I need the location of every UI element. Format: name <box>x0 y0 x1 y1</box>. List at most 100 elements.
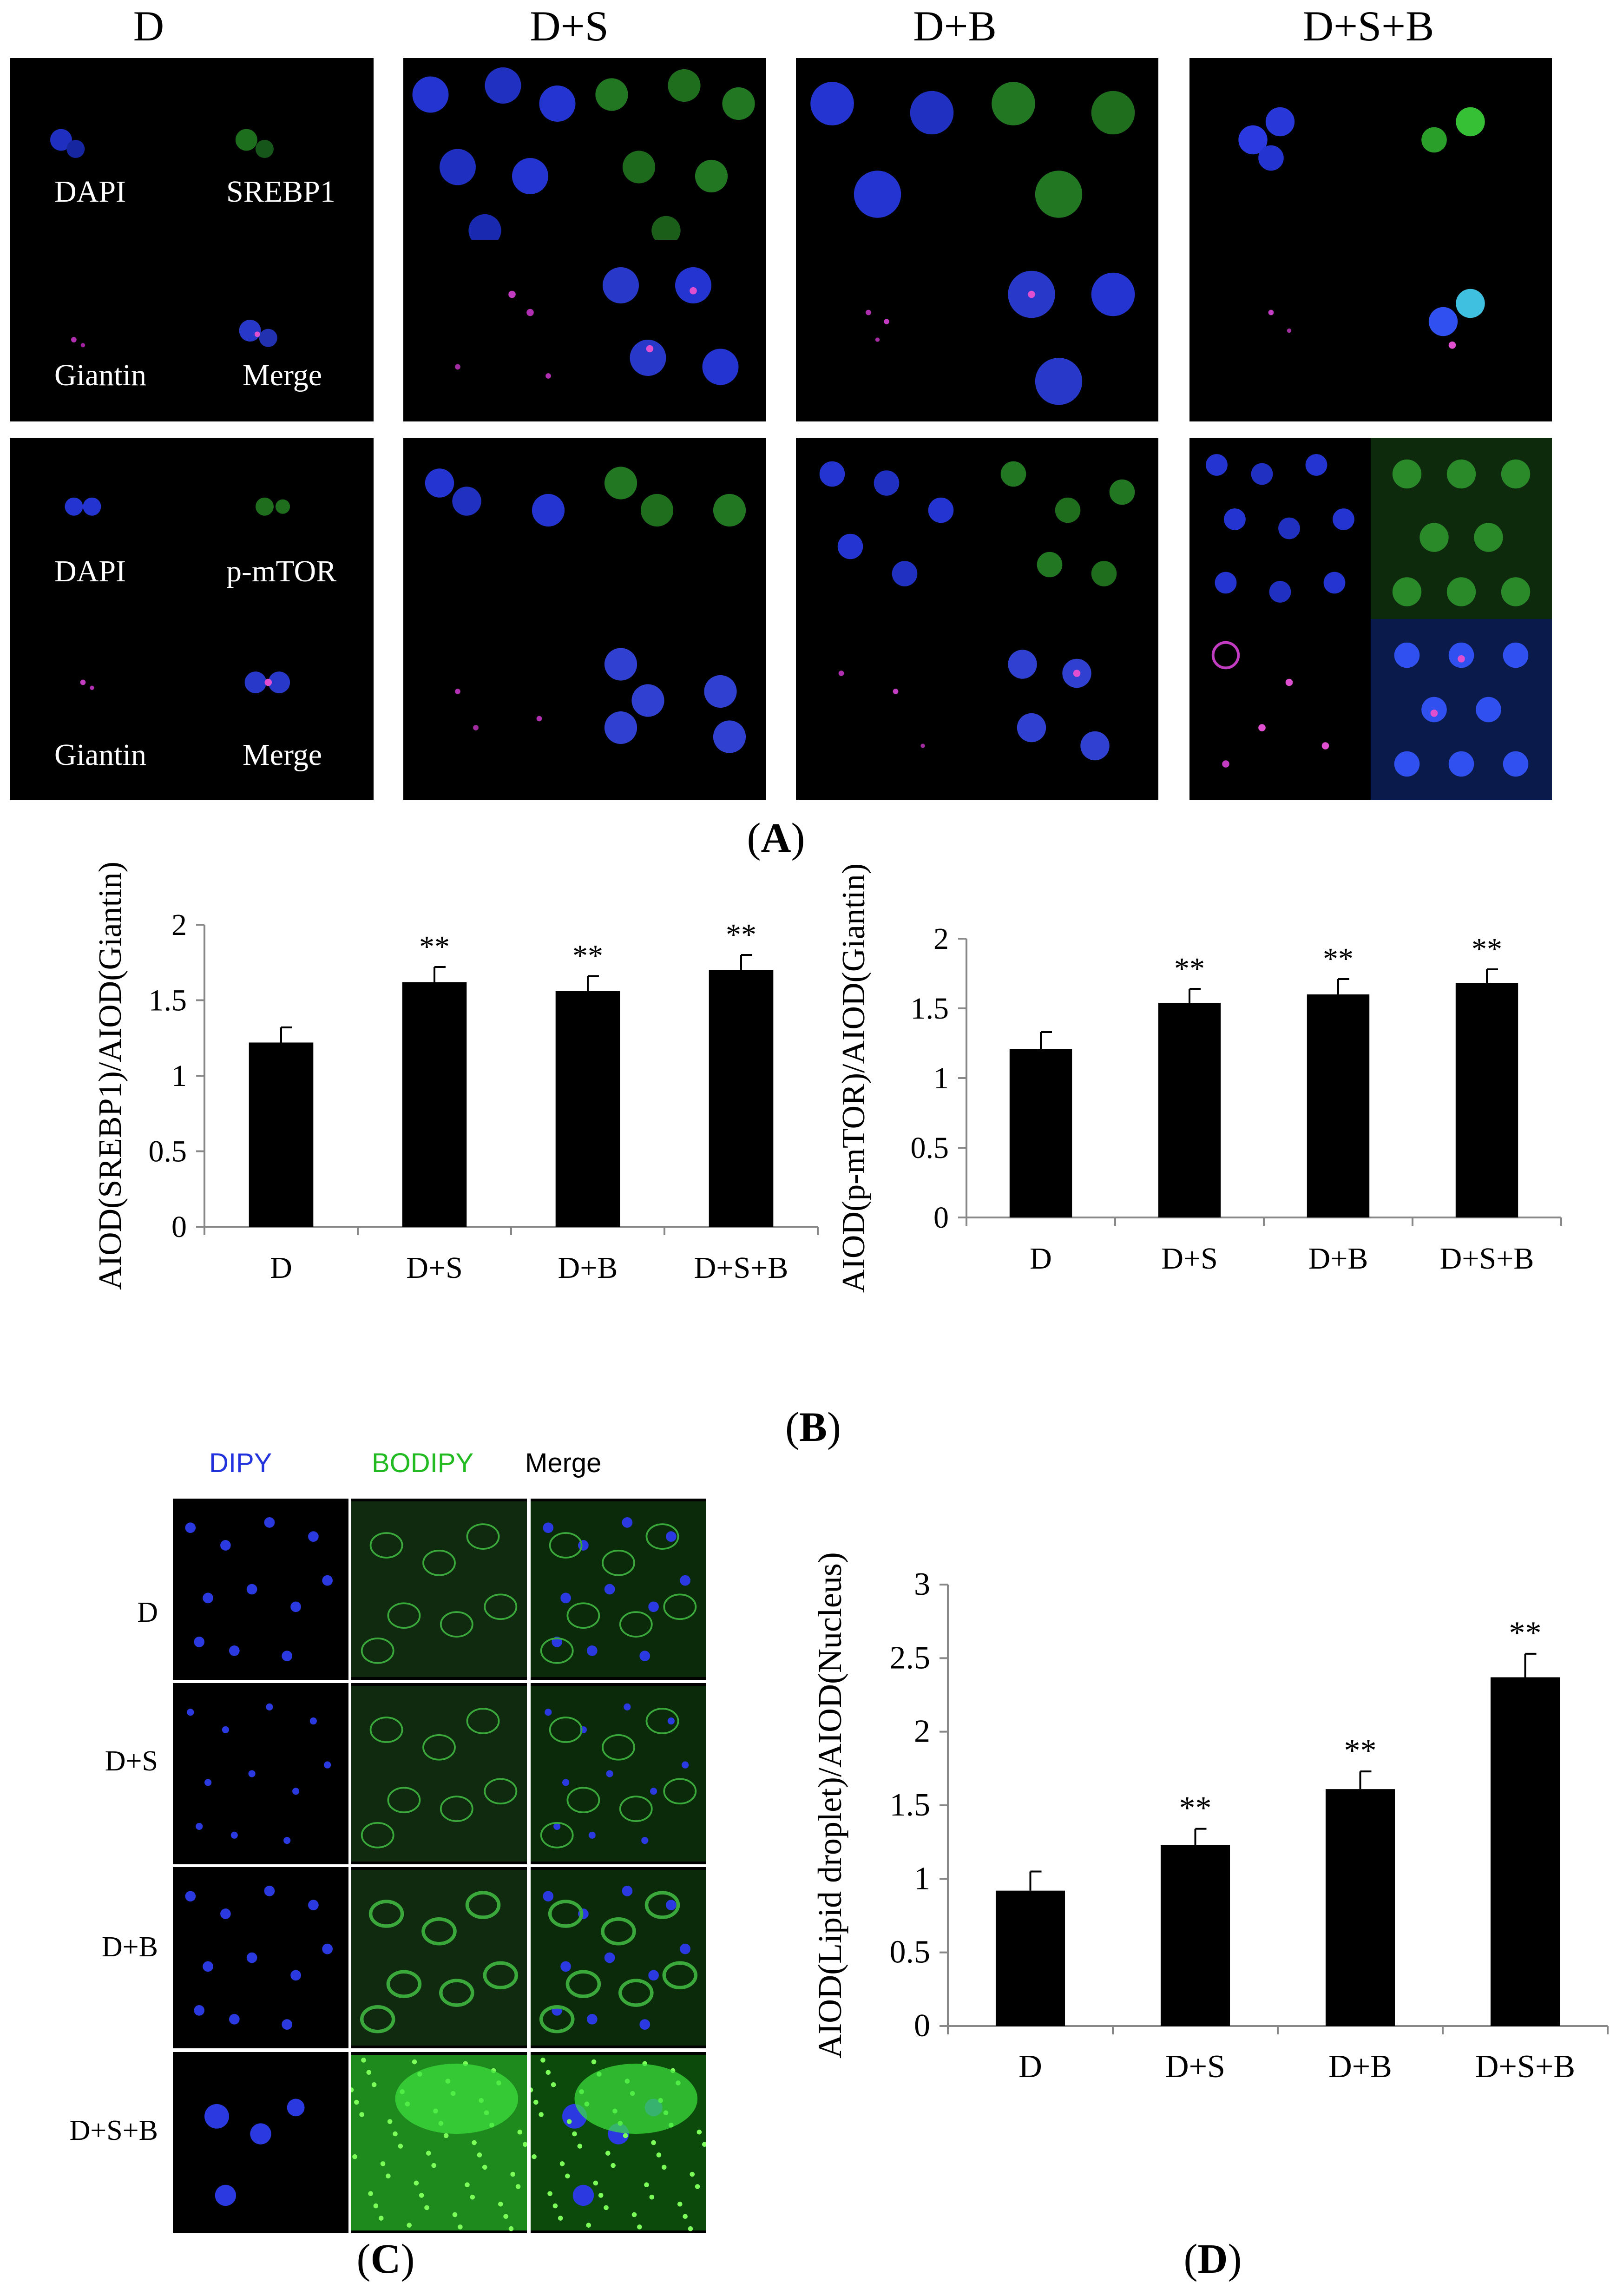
bar-D+S+B <box>1455 983 1518 1217</box>
caption-d: (D) <box>1183 2236 1242 2282</box>
significance-mark: ** <box>419 930 450 964</box>
x-tick-label: D+S+B <box>1475 2049 1575 2085</box>
x-tick-label: D+S <box>1161 1242 1218 1276</box>
bar-D <box>995 1890 1065 2026</box>
column-title-db: D+B <box>913 2 997 50</box>
micrograph-d-dipy <box>173 1499 348 1680</box>
y-tick-label: 1.5 <box>911 992 949 1026</box>
y-tick-label: 0 <box>171 1210 187 1244</box>
label-srebp1: SREBP1 <box>226 175 335 209</box>
y-tick-label: 2 <box>171 908 187 942</box>
bar-D+B <box>1307 994 1370 1217</box>
label-dapi-2: DAPI <box>54 554 126 588</box>
significance-mark: ** <box>1509 1615 1542 1651</box>
y-tick-label: 2 <box>914 1714 930 1750</box>
row-label-d: D <box>137 1597 158 1628</box>
significance-mark: ** <box>726 918 756 952</box>
micrograph-ds-srebp1 <box>403 58 766 421</box>
micrograph-dsb-dipy <box>173 2052 348 2233</box>
y-tick-label: 1.5 <box>149 984 187 1018</box>
micrograph-db-merge <box>531 1867 706 2048</box>
micrograph-d-bodipy <box>351 1499 527 1680</box>
micrograph-ds-dipy <box>173 1683 348 1864</box>
row-label-ds: D+S <box>105 1745 158 1777</box>
bar-D+S+B <box>1490 1677 1560 2026</box>
label-dapi: DAPI <box>54 175 126 209</box>
chart-lipid-droplet: 0 0.5 1 1.5 2 2.5 3 D D+S ** D+B ** D+S+B ** AIOD(Lipi… <box>808 1515 1617 2189</box>
y-tick-label: 0.5 <box>911 1131 949 1165</box>
bar-D <box>249 1042 314 1227</box>
bar-D+S <box>402 982 467 1227</box>
micrograph-db-bodipy <box>351 1867 527 2048</box>
y-tick-label: 0 <box>914 2008 930 2044</box>
y-tick-label: 1 <box>933 1061 949 1095</box>
bar-D+S <box>1158 1003 1221 1217</box>
caption-a: (A) <box>747 815 805 861</box>
significance-mark: ** <box>1179 1790 1212 1826</box>
header-dipy: DIPY <box>209 1448 272 1478</box>
label-giantin: Giantin <box>54 358 146 392</box>
significance-mark: ** <box>572 939 603 973</box>
micrograph-dsb-pmtor <box>1189 438 1552 800</box>
y-tick-label: 1 <box>914 1861 930 1896</box>
y-axis-label: AIOD(Lipid droplet)/AIOD(Nucleus) <box>811 1552 848 2059</box>
x-tick-label: D+B <box>1308 1242 1368 1276</box>
significance-mark: ** <box>1174 952 1205 986</box>
micrograph-ds-bodipy <box>351 1683 527 1864</box>
caption-b: (B) <box>785 1404 841 1450</box>
y-tick-label: 2 <box>933 922 949 956</box>
column-title-ds: D+S <box>530 2 609 50</box>
x-tick-label: D+S+B <box>694 1251 789 1285</box>
bar-D+S+B <box>709 970 774 1227</box>
micrograph-db-dipy <box>173 1867 348 2048</box>
bar-chart-svg: 0 0.5 1 1.5 2 D D+S ** D+B ** D+S+B ** AIOD(p-mTOR)/… <box>836 863 1562 1293</box>
header-bodipy: BODIPY <box>372 1448 474 1478</box>
bar-D <box>1009 1049 1072 1217</box>
micrograph-d-srebp1: DAPI SREBP1 Giantin Merge <box>10 58 374 421</box>
chart-srebp1: 0 0.5 1 1.5 2 D D+S ** D+B ** D+S+B ** AIOD(SREBP1)/… <box>92 855 827 1389</box>
x-tick-label: D <box>1030 1242 1052 1276</box>
label-merge: Merge <box>243 358 322 392</box>
y-tick-label: 0.5 <box>149 1135 187 1169</box>
y-axis-label: AIOD(p-mTOR)/AIOD(Giantin) <box>836 863 872 1293</box>
x-tick-label: D+S+B <box>1440 1242 1534 1276</box>
bar-D+B <box>1325 1789 1395 2026</box>
micrograph-d-pmtor: DAPI p-mTOR Giantin Merge <box>10 438 374 800</box>
x-tick-label: D+S <box>406 1251 463 1285</box>
micrograph-db-pmtor <box>796 438 1158 800</box>
micrograph-db-srebp1 <box>796 58 1158 421</box>
header-merge: Merge <box>525 1448 602 1478</box>
label-merge-2: Merge <box>243 738 322 772</box>
column-title-dsb: D+S+B <box>1302 2 1434 50</box>
x-tick-label: D <box>1018 2049 1042 2085</box>
label-pmtor: p-mTOR <box>226 554 337 588</box>
bar-chart-svg: 0 0.5 1 1.5 2 D D+S ** D+B ** D+S+B ** AIOD(SREBP1)/… <box>92 862 819 1290</box>
y-tick-label: 3 <box>914 1566 930 1602</box>
micrograph-dsb-srebp1 <box>1189 58 1552 421</box>
row-label-dsb: D+S+B <box>69 2115 158 2146</box>
chart-pmtor: 0 0.5 1 1.5 2 D D+S ** D+B ** D+S+B ** AIOD(p-mTOR)/… <box>836 855 1570 1389</box>
x-tick-label: D+B <box>558 1251 618 1285</box>
row-label-db: D+B <box>101 1931 158 1963</box>
micrograph-dsb-bodipy <box>351 2052 527 2233</box>
bar-D+S <box>1160 1845 1230 2026</box>
micrograph-dsb-merge <box>531 2052 706 2233</box>
bar-chart-svg: 0 0.5 1 1.5 2 2.5 3 D D+S ** D+B ** D+S+B ** AIOD(Lipi… <box>811 1552 1609 2085</box>
x-tick-label: D+S <box>1165 2049 1225 2085</box>
significance-mark: ** <box>1472 932 1502 966</box>
x-tick-label: D+B <box>1328 2049 1392 2085</box>
y-tick-label: 0 <box>933 1201 949 1235</box>
y-tick-label: 1.5 <box>890 1787 931 1823</box>
micrograph-ds-pmtor <box>403 438 766 800</box>
y-tick-label: 2.5 <box>890 1640 931 1676</box>
label-giantin-2: Giantin <box>54 738 146 772</box>
y-axis-label: AIOD(SREBP1)/AIOD(Giantin) <box>93 862 128 1290</box>
y-tick-label: 0.5 <box>890 1934 931 1970</box>
micrograph-d-merge <box>531 1499 706 1680</box>
micrograph-ds-merge <box>531 1683 706 1864</box>
caption-c: (C) <box>356 2236 415 2282</box>
significance-mark: ** <box>1323 942 1354 976</box>
x-tick-label: D <box>270 1251 292 1285</box>
y-tick-label: 1 <box>171 1059 187 1093</box>
column-title-d: D <box>133 2 164 50</box>
